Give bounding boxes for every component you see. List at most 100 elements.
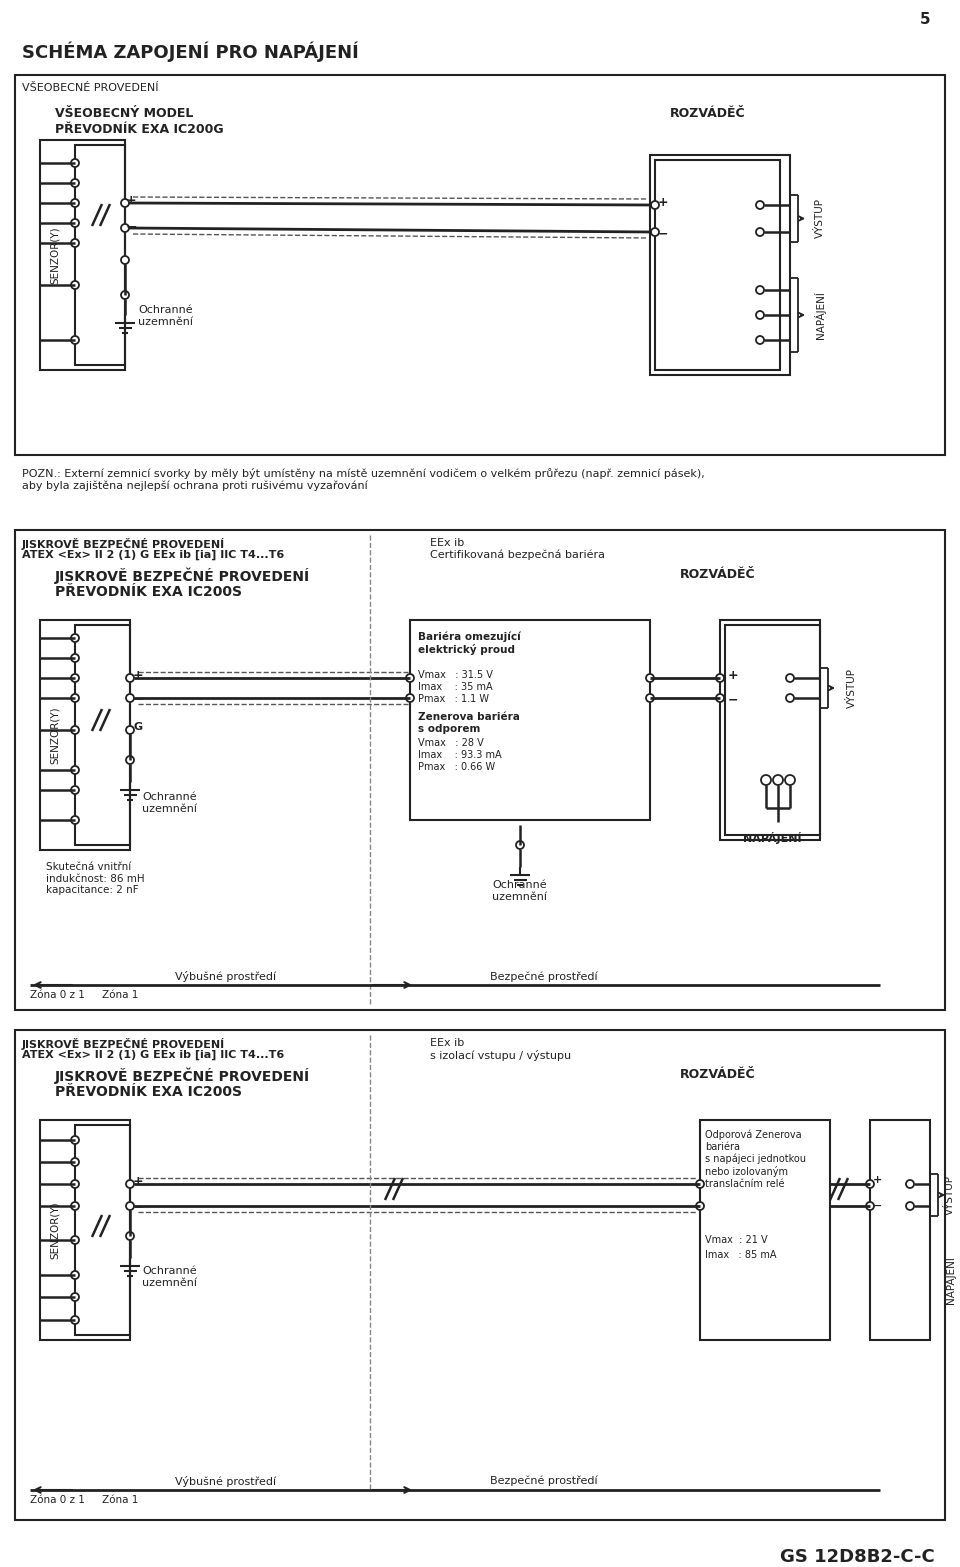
Bar [655,160,780,370]
Circle shape [906,1180,914,1188]
Text: Pmax   : 0.66 W: Pmax : 0.66 W [418,762,495,773]
Text: −: − [728,693,738,707]
Circle shape [126,694,134,702]
Text: +: + [133,1175,144,1188]
Text: Imax    : 35 mA: Imax : 35 mA [418,682,492,693]
Circle shape [406,694,414,702]
Bar [15,530,945,1011]
Text: SCHÉMA ZAPOJENÍ PRO NAPÁJENÍ: SCHÉMA ZAPOJENÍ PRO NAPÁJENÍ [22,42,359,63]
Circle shape [121,291,129,299]
Text: Výbušné prostředí: Výbušné prostředí [175,972,276,983]
Circle shape [906,1202,914,1210]
Text: −: − [133,691,145,705]
Circle shape [71,1271,79,1279]
Text: GS 12D8B2-C-C: GS 12D8B2-C-C [780,1548,935,1565]
Circle shape [516,841,524,849]
Circle shape [126,726,134,733]
Text: +: + [133,669,144,682]
Circle shape [646,694,654,702]
Circle shape [756,310,764,320]
Text: JISKROVĚ BEZPEČNÉ PROVEDENÍ: JISKROVĚ BEZPEČNÉ PROVEDENÍ [55,567,310,584]
Circle shape [71,179,79,186]
Text: PŘEVODNÍK EXA IC200G: PŘEVODNÍK EXA IC200G [55,122,224,136]
Text: Zóna 1: Zóna 1 [102,1495,138,1504]
Text: JISKROVĚ BEZPEČNÉ PROVEDENÍ: JISKROVĚ BEZPEČNÉ PROVEDENÍ [22,1037,226,1050]
Bar [40,621,130,849]
Text: EEx ib: EEx ib [430,537,465,548]
Text: −: − [126,219,137,233]
Text: NAPÁJENÍ: NAPÁJENÍ [814,291,826,338]
Circle shape [866,1202,874,1210]
Text: −: − [658,227,668,240]
Circle shape [71,1293,79,1301]
Circle shape [71,726,79,733]
Circle shape [71,158,79,168]
Circle shape [651,201,659,208]
Circle shape [716,674,724,682]
Text: +: + [873,1175,882,1185]
Bar [870,1120,930,1340]
Circle shape [773,776,783,785]
Text: Ochranné
uzemnění: Ochranné uzemnění [492,881,547,901]
Circle shape [71,335,79,345]
Text: Bezpečné prostředí: Bezpečné prostředí [490,972,598,981]
Bar [75,1125,130,1335]
Text: VÝSTUP: VÝSTUP [945,1175,955,1214]
Circle shape [71,694,79,702]
Bar [410,621,650,820]
Circle shape [71,1180,79,1188]
Text: Zóna 0 z 1: Zóna 0 z 1 [30,990,84,1000]
Bar [40,139,125,370]
Text: EEx ib: EEx ib [430,1037,465,1048]
Circle shape [785,776,795,785]
Text: ROZVÁDĚČ: ROZVÁDĚČ [680,1069,756,1081]
Text: Bariéra omezující
elektrický proud: Bariéra omezující elektrický proud [418,632,520,655]
Circle shape [786,694,794,702]
Bar [15,75,945,454]
Text: Vmax  : 21 V: Vmax : 21 V [705,1235,768,1246]
Text: 5: 5 [920,13,930,27]
Circle shape [696,1180,704,1188]
Text: SENZOR(Y): SENZOR(Y) [50,1202,60,1258]
Text: s izolací vstupu / výstupu: s izolací vstupu / výstupu [430,1050,571,1061]
Text: ROZVÁDĚČ: ROZVÁDĚČ [670,107,746,121]
Circle shape [126,674,134,682]
Circle shape [121,224,129,232]
Text: VÝSTUP: VÝSTUP [847,668,857,708]
Circle shape [126,1232,134,1239]
Text: PŘEVODNÍK EXA IC200S: PŘEVODNÍK EXA IC200S [55,1084,242,1098]
Text: +: + [658,196,668,208]
Circle shape [756,229,764,237]
Text: Ochranné
uzemnění: Ochranné uzemnění [142,1266,197,1288]
Text: Bezpečné prostředí: Bezpečné prostředí [490,1476,598,1487]
Circle shape [71,1136,79,1144]
Circle shape [786,674,794,682]
Text: Odporová Zenerova
bariéra
s napájeci jednotkou
nebo izolovaným
translačním relé: Odporová Zenerova bariéra s napájeci jed… [705,1130,806,1189]
Circle shape [71,280,79,288]
Text: Vmax   : 31.5 V: Vmax : 31.5 V [418,671,492,680]
Bar [720,621,820,840]
Circle shape [71,653,79,661]
Circle shape [71,674,79,682]
Text: Skutečná vnitřní
indukčnost: 86 mH
kapacitance: 2 nF: Skutečná vnitřní indukčnost: 86 mH kapac… [46,862,145,895]
Bar [650,155,790,375]
Text: Zóna 1: Zóna 1 [102,990,138,1000]
Circle shape [71,240,79,248]
Circle shape [651,229,659,237]
Text: SENZOR(Y): SENZOR(Y) [50,226,60,284]
Text: POZN.: Externí zemnicí svorky by měly být umístěny na místě uzemnění vodičem o v: POZN.: Externí zemnicí svorky by měly bý… [22,469,705,490]
Circle shape [71,199,79,207]
Circle shape [71,1158,79,1166]
Circle shape [866,1180,874,1188]
Text: PŘEVODNÍK EXA IC200S: PŘEVODNÍK EXA IC200S [55,584,242,599]
Circle shape [756,287,764,295]
Text: Certifikovaná bezpečná bariéra: Certifikovaná bezpečná bariéra [430,550,605,561]
Text: Výbušné prostředí: Výbušné prostředí [175,1476,276,1487]
Text: JISKROVĚ BEZPEČNÉ PROVEDENÍ: JISKROVĚ BEZPEČNÉ PROVEDENÍ [22,537,226,550]
Text: −: − [873,1200,882,1211]
Bar [75,146,125,365]
Circle shape [71,219,79,227]
Text: −: − [133,1199,145,1213]
Bar [15,1030,945,1520]
Circle shape [71,787,79,794]
